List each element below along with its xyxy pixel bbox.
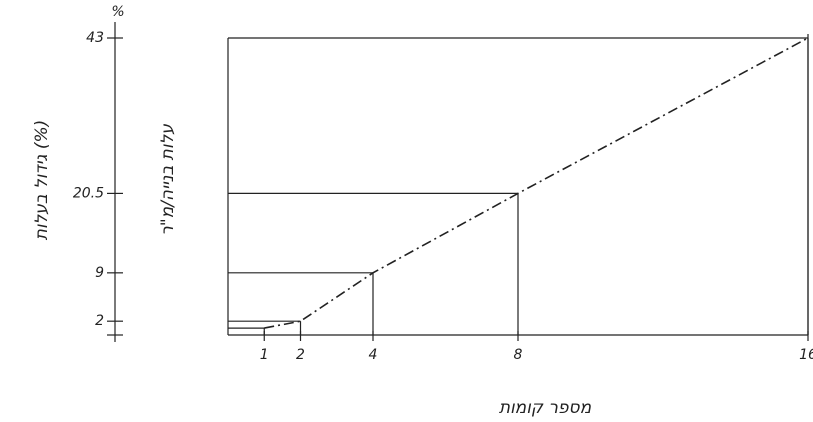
y-unit: % [111, 4, 124, 20]
y-tick-label: 20.5 [73, 185, 104, 201]
data-line [264, 38, 808, 328]
y-tick-label: 43 [86, 30, 104, 46]
x-tick-label: 16 [799, 347, 813, 363]
x-axis-title: מספר קומות [499, 398, 592, 418]
x-tick-label: 2 [296, 347, 305, 363]
x-tick-label: 8 [514, 347, 523, 363]
y-tick-label: 2 [95, 313, 104, 329]
chart: % גידול בעלות (%) עלות בנייה/מ"ר מספר קו… [0, 0, 813, 422]
x-tick-label: 4 [369, 347, 378, 363]
y-axis-title: גידול בעלות (%) [32, 120, 52, 241]
y-axis-subtitle: עלות בנייה/מ"ר [158, 124, 178, 236]
y-tick-label: 9 [95, 265, 104, 281]
x-tick-label: 1 [260, 347, 269, 363]
